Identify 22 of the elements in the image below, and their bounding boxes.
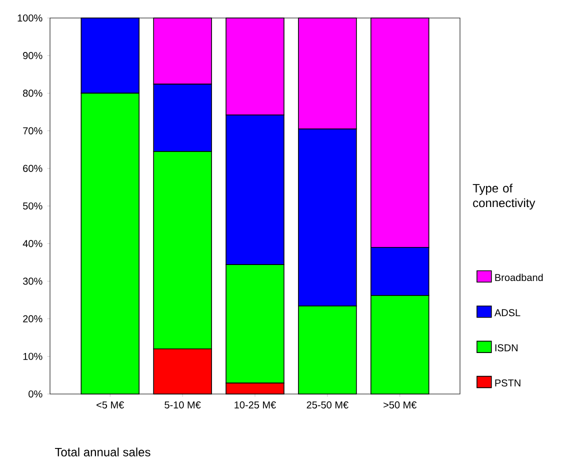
y-tick-label: 0%: [28, 390, 42, 398]
x-tick-label: 25-50 M€: [306, 401, 348, 408]
y-tick-label: 90%: [23, 52, 42, 60]
y-tick-label: 80%: [23, 90, 42, 97]
x-tick-label: <5 M€: [96, 401, 124, 408]
y-tick-label: 40%: [22, 240, 42, 248]
x-tick-label: 5-10 M€: [164, 401, 201, 408]
y-tick-label: 20%: [23, 315, 42, 322]
x-tick-label: >50 M€: [384, 401, 417, 408]
x-tick-label: 10-25 M€: [234, 401, 276, 408]
legend-title: Type of connectivity: [472, 184, 536, 210]
legend-label: ISDN: [495, 344, 518, 352]
legend-label: Broadband: [495, 274, 543, 282]
legend-label: ADSL: [494, 309, 520, 316]
legend-label: PSTN: [495, 379, 520, 386]
y-tick-label: 10%: [23, 352, 42, 360]
y-tick-label: 70%: [23, 127, 42, 134]
y-tick-label: 50%: [23, 202, 42, 210]
y-tick-label: 60%: [23, 164, 42, 172]
y-tick-label: 100%: [18, 14, 42, 22]
y-tick-label: 30%: [22, 278, 42, 285]
x-axis-title: Total annual sales: [54, 448, 150, 456]
